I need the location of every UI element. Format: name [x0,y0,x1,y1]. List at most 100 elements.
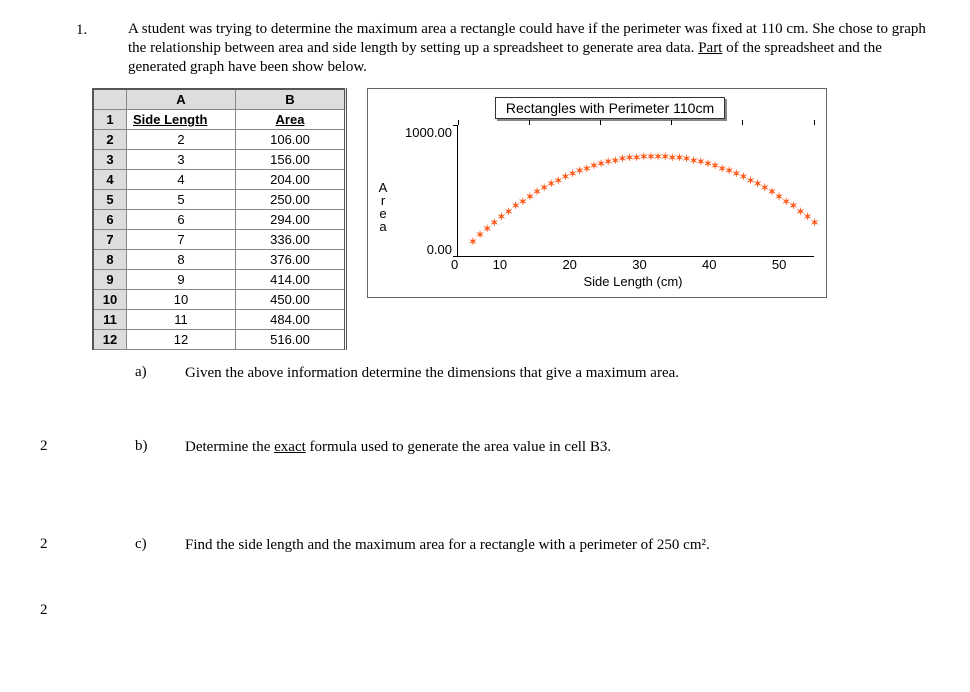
chart-marker: ✶ [811,220,818,227]
cell-B: 106.00 [236,130,346,150]
table-row: 66294.00 [93,210,346,230]
chart-marker: ✶ [604,159,611,166]
chart: Rectangles with Perimeter 110cm Area 100… [367,88,827,298]
chart-marker: ✶ [504,209,511,216]
cell-A: 7 [127,230,236,250]
x-tick: 50 [744,257,814,272]
cell-A: 8 [127,250,236,270]
chart-marker: ✶ [661,154,668,161]
table-row: 1212516.00 [93,330,346,350]
chart-marker: ✶ [611,158,618,165]
cell-B: 516.00 [236,330,346,350]
cell-B: 204.00 [236,170,346,190]
problem-text-underlined: Part [698,40,722,56]
chart-marker: ✶ [633,155,640,162]
spreadsheet-table: A B 1 Side Length Area 22106.0033156.004… [92,88,347,350]
chart-marker: ✶ [490,220,497,227]
cell-B: 484.00 [236,310,346,330]
part-a-row: a) Given the above information determine… [40,364,930,384]
chart-marker: ✶ [754,181,761,188]
x-tick: 40 [674,257,744,272]
table-row: 55250.00 [93,190,346,210]
cell-A: 9 [127,270,236,290]
chart-marker: ✶ [640,154,647,161]
chart-marker: ✶ [654,154,661,161]
cell-A: 2 [127,130,236,150]
chart-marker: ✶ [725,168,732,175]
table-row: 44204.00 [93,170,346,190]
chart-marker: ✶ [775,194,782,201]
row-header: 7 [93,230,127,250]
part-b-label: b) [135,438,185,455]
row-header: 9 [93,270,127,290]
chart-marker: ✶ [761,185,768,192]
margin-mark-c: 2 [40,536,60,553]
chart-marker: ✶ [597,161,604,168]
table-row: 22106.00 [93,130,346,150]
x-tick: 30 [605,257,675,272]
chart-marker: ✶ [682,156,689,163]
margin-mark-end: 2 [40,602,60,619]
row-header: 5 [93,190,127,210]
table-row: 1 Side Length Area [93,110,346,130]
cell-B: 294.00 [236,210,346,230]
chart-marker: ✶ [618,156,625,163]
chart-marker: ✶ [789,203,796,210]
spreadsheet-corner [93,89,127,110]
cell-B: 156.00 [236,150,346,170]
part-c-label: c) [135,536,185,553]
col-header-A: A [127,89,236,110]
chart-marker: ✶ [526,194,533,201]
table-row: 33156.00 [93,150,346,170]
chart-marker: ✶ [483,226,490,233]
final-margin-row: 2 [40,602,930,619]
chart-marker: ✶ [689,158,696,165]
cell-B: 376.00 [236,250,346,270]
table-row: 1111484.00 [93,310,346,330]
chart-marker: ✶ [533,189,540,196]
chart-marker: ✶ [590,163,597,170]
chart-marker: ✶ [739,174,746,181]
plot-area: ✶✶✶✶✶✶✶✶✶✶✶✶✶✶✶✶✶✶✶✶✶✶✶✶✶✶✶✶✶✶✶✶✶✶✶✶✶✶✶✶… [457,125,814,257]
chart-marker: ✶ [568,171,575,178]
chart-marker: ✶ [768,189,775,196]
row-header: 1 [93,110,127,130]
chart-marker: ✶ [732,171,739,178]
x-tick: 20 [535,257,605,272]
row-header: 8 [93,250,127,270]
cell-B: 336.00 [236,230,346,250]
problem-number: 1. [76,20,106,39]
cell-A: 3 [127,150,236,170]
table-row: 88376.00 [93,250,346,270]
row-header: 10 [93,290,127,310]
col-header-B: B [236,89,346,110]
y-axis-label: Area [376,125,392,289]
chart-marker: ✶ [540,185,547,192]
cell-A1: Side Length [127,110,236,130]
cell-B: 414.00 [236,270,346,290]
cell-A: 5 [127,190,236,210]
chart-marker: ✶ [704,161,711,168]
chart-marker: ✶ [718,166,725,173]
cell-A: 10 [127,290,236,310]
chart-marker: ✶ [803,214,810,221]
problem-text: A student was trying to determine the ma… [128,20,930,76]
y-ticks: 1000.00 0.00 [392,125,457,257]
chart-marker: ✶ [675,155,682,162]
part-b-text: Determine the exact formula used to gene… [185,438,611,458]
cell-A: 12 [127,330,236,350]
cell-B: 250.00 [236,190,346,210]
chart-marker: ✶ [625,155,632,162]
table-row: 99414.00 [93,270,346,290]
chart-marker: ✶ [476,232,483,239]
chart-marker: ✶ [711,163,718,170]
cell-B1: Area [236,110,346,130]
row-header: 2 [93,130,127,150]
y-tick-top: 1000.00 [392,125,452,140]
row-header: 4 [93,170,127,190]
cell-A: 11 [127,310,236,330]
chart-marker: ✶ [782,199,789,206]
cell-B: 450.00 [236,290,346,310]
y-tick-bottom: 0.00 [392,242,452,257]
chart-marker: ✶ [746,178,753,185]
